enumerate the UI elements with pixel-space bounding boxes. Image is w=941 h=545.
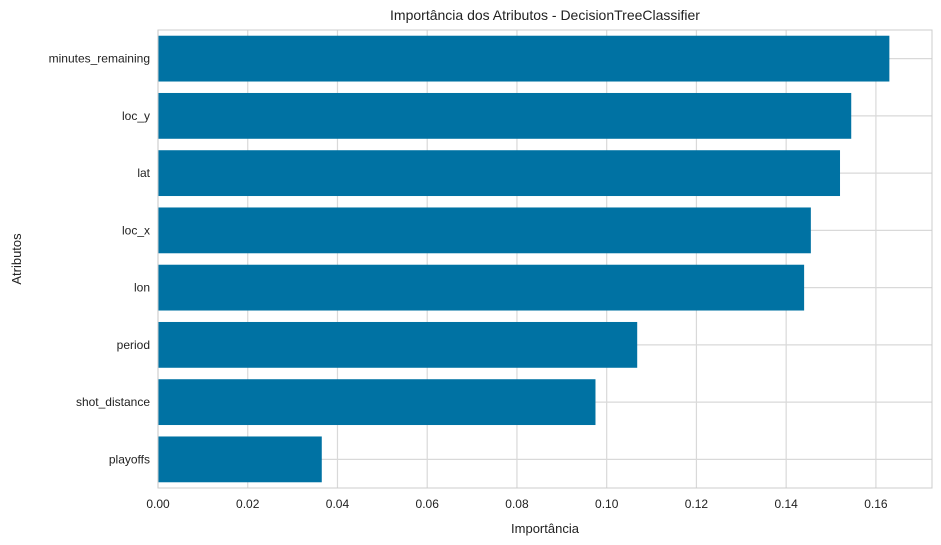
bar-playoffs (158, 436, 322, 483)
chart-title: Importância dos Atributos - DecisionTree… (390, 7, 700, 23)
x-tick-label: 0.02 (236, 497, 260, 511)
y-tick-label: loc_y (122, 109, 150, 123)
bar-minutes-remaining (158, 35, 890, 82)
y-tick-label: shot_distance (76, 395, 150, 409)
y-axis-label: Atributos (9, 233, 24, 285)
bar-shot-distance (158, 379, 596, 426)
x-tick-label: 0.00 (146, 497, 170, 511)
y-tick-label: lon (134, 281, 150, 295)
x-tick-label: 0.14 (774, 497, 798, 511)
bar-period (158, 321, 638, 368)
y-tick-label: loc_x (122, 223, 150, 237)
x-tick-label: 0.06 (416, 497, 440, 511)
y-tick-label: lat (137, 166, 150, 180)
bar-lat (158, 150, 841, 197)
plot-frame (157, 29, 933, 489)
x-tick-label: 0.12 (685, 497, 709, 511)
x-tick-label: 0.10 (595, 497, 619, 511)
x-tick-label: 0.08 (505, 497, 529, 511)
y-tick-label: period (117, 338, 150, 352)
y-tick-label: playoffs (109, 452, 150, 466)
x-tick-label: 0.16 (864, 497, 888, 511)
bar-loc-y (158, 92, 852, 139)
y-tick-label: minutes_remaining (49, 52, 150, 66)
x-tick-label: 0.04 (326, 497, 350, 511)
bars (158, 35, 890, 483)
bar-loc-x (158, 207, 811, 254)
x-axis-label: Importância (511, 521, 580, 536)
bar-lon (158, 264, 805, 311)
x-tick-labels: 0.00 0.02 0.04 0.06 0.08 0.10 0.12 0.14 0.16 (146, 497, 888, 511)
